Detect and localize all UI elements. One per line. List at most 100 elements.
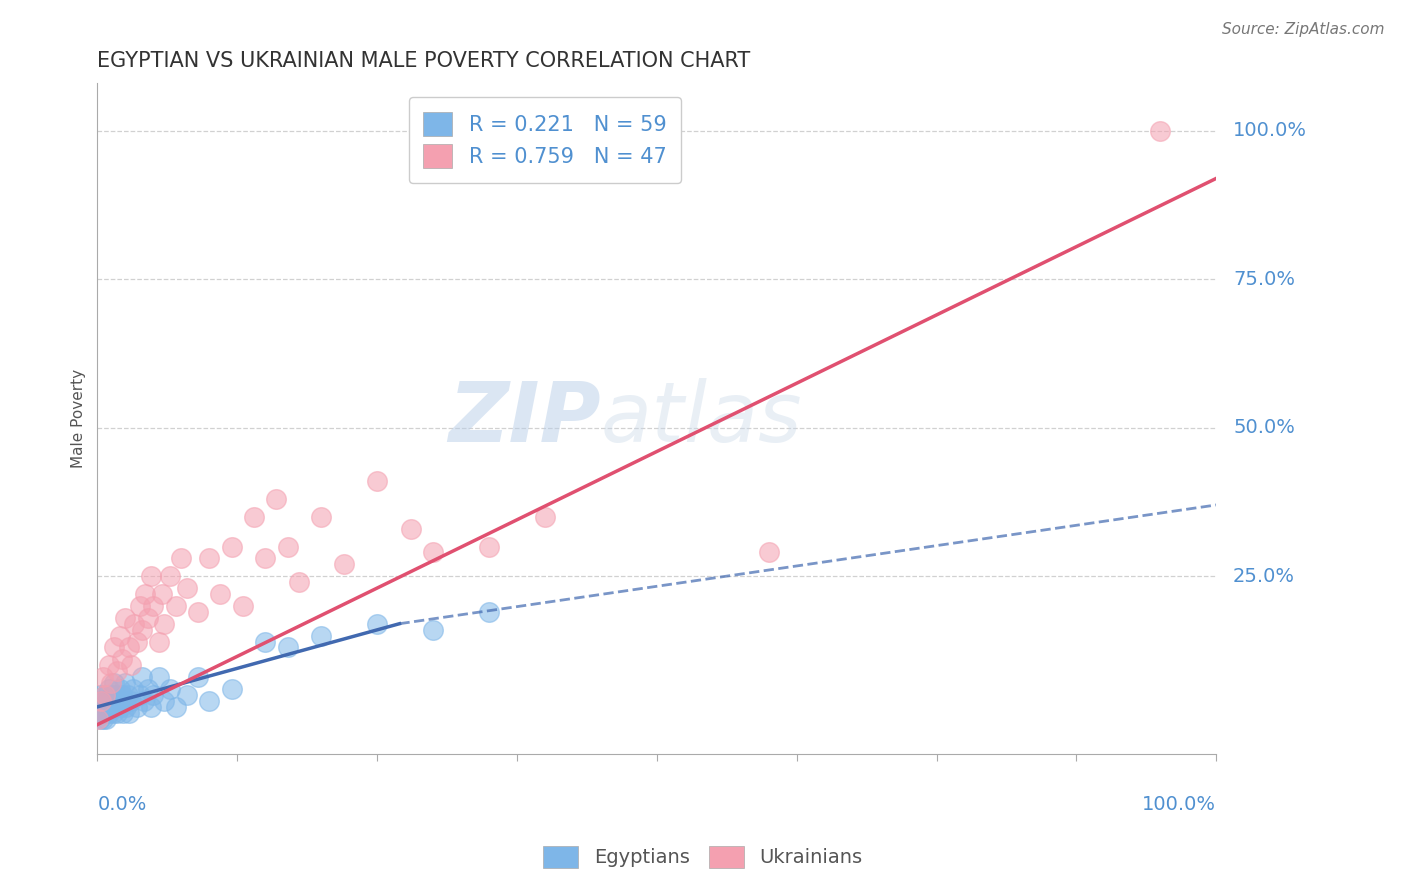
Point — [125, 634, 148, 648]
Point — [117, 688, 139, 702]
Point — [107, 664, 129, 678]
Point — [366, 474, 388, 488]
Point — [139, 569, 162, 583]
Point — [120, 694, 142, 708]
Point — [165, 599, 187, 613]
Point — [399, 522, 422, 536]
Point — [128, 688, 150, 702]
Point — [131, 670, 153, 684]
Point — [90, 699, 112, 714]
Point — [148, 670, 170, 684]
Point — [96, 694, 118, 708]
Point — [159, 681, 181, 696]
Point — [115, 699, 138, 714]
Point — [176, 581, 198, 595]
Point — [170, 551, 193, 566]
Point — [98, 694, 121, 708]
Point — [110, 699, 132, 714]
Point — [103, 694, 125, 708]
Point — [153, 694, 176, 708]
Point — [142, 688, 165, 702]
Point — [165, 699, 187, 714]
Point — [108, 629, 131, 643]
Point — [198, 551, 221, 566]
Point — [266, 491, 288, 506]
Point — [107, 694, 129, 708]
Point — [118, 706, 141, 720]
Point — [112, 706, 135, 720]
Point — [122, 681, 145, 696]
Point — [131, 623, 153, 637]
Point — [478, 540, 501, 554]
Y-axis label: Male Poverty: Male Poverty — [72, 369, 86, 468]
Legend: Egyptians, Ukrainians: Egyptians, Ukrainians — [533, 836, 873, 878]
Point — [136, 681, 159, 696]
Point — [90, 694, 112, 708]
Point — [277, 640, 299, 655]
Point — [90, 706, 112, 720]
Point — [108, 681, 131, 696]
Point — [332, 558, 354, 572]
Point — [221, 540, 243, 554]
Point — [124, 616, 146, 631]
Point — [176, 688, 198, 702]
Point — [254, 634, 277, 648]
Point — [534, 509, 557, 524]
Text: ZIP: ZIP — [449, 378, 600, 459]
Text: EGYPTIAN VS UKRAINIAN MALE POVERTY CORRELATION CHART: EGYPTIAN VS UKRAINIAN MALE POVERTY CORRE… — [97, 51, 751, 70]
Point — [209, 587, 232, 601]
Point — [150, 587, 173, 601]
Point — [93, 699, 115, 714]
Point — [90, 688, 112, 702]
Text: 100.0%: 100.0% — [1142, 795, 1216, 814]
Point — [105, 688, 128, 702]
Point — [104, 699, 127, 714]
Point — [97, 658, 120, 673]
Point — [134, 694, 156, 708]
Point — [103, 676, 125, 690]
Point — [96, 699, 118, 714]
Point — [366, 616, 388, 631]
Point — [134, 587, 156, 601]
Point — [89, 712, 111, 726]
Point — [277, 540, 299, 554]
Point — [159, 569, 181, 583]
Text: 75.0%: 75.0% — [1233, 269, 1295, 289]
Point — [136, 611, 159, 625]
Point — [111, 652, 134, 666]
Point — [232, 599, 254, 613]
Point — [148, 634, 170, 648]
Point — [97, 706, 120, 720]
Point — [97, 681, 120, 696]
Point — [254, 551, 277, 566]
Point — [309, 509, 332, 524]
Point — [758, 545, 780, 559]
Point — [422, 623, 444, 637]
Point — [422, 545, 444, 559]
Point — [100, 676, 122, 690]
Text: atlas: atlas — [600, 378, 803, 459]
Point — [153, 616, 176, 631]
Point — [94, 688, 117, 702]
Point — [187, 670, 209, 684]
Point — [87, 699, 110, 714]
Point — [103, 640, 125, 655]
Point — [114, 611, 136, 625]
Point — [89, 694, 111, 708]
Point — [96, 712, 118, 726]
Text: 100.0%: 100.0% — [1233, 121, 1308, 140]
Point — [125, 699, 148, 714]
Point — [142, 599, 165, 613]
Text: Source: ZipAtlas.com: Source: ZipAtlas.com — [1222, 22, 1385, 37]
Point — [111, 688, 134, 702]
Point — [94, 688, 117, 702]
Point — [128, 599, 150, 613]
Point — [87, 712, 110, 726]
Text: 25.0%: 25.0% — [1233, 566, 1295, 586]
Point — [101, 706, 124, 720]
Point — [287, 575, 309, 590]
Point — [114, 676, 136, 690]
Point — [91, 670, 114, 684]
Point — [112, 694, 135, 708]
Point — [91, 712, 114, 726]
